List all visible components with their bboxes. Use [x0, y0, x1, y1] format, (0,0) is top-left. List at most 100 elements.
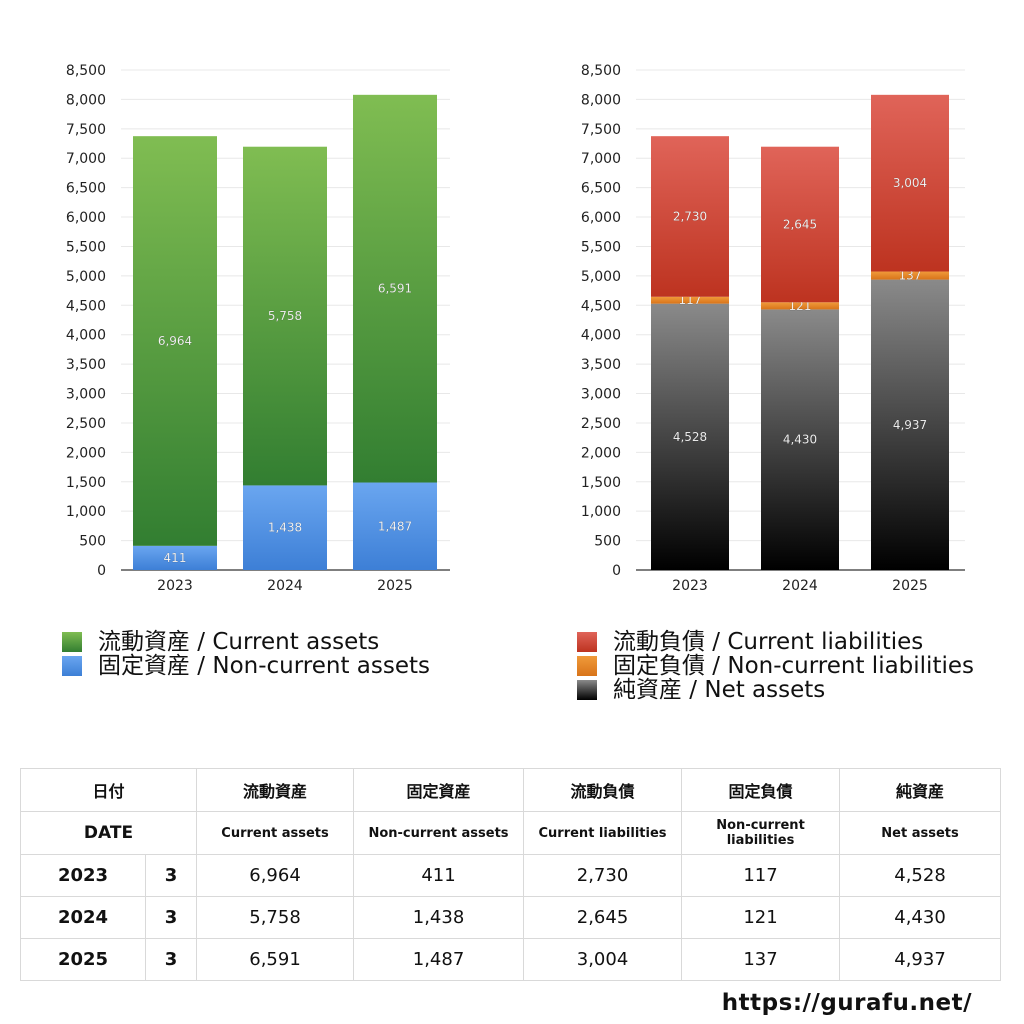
- row-month: 3: [144, 938, 198, 981]
- y-tick-label: 3,500: [66, 357, 106, 373]
- x-tick-label: 2023: [157, 578, 193, 594]
- row-year: 2025: [20, 938, 146, 981]
- data-label: 6,591: [378, 282, 412, 296]
- row-year: 2024: [20, 896, 146, 939]
- data-label: 1,487: [378, 519, 412, 533]
- cell-current-liabilities: 3,004: [523, 938, 683, 981]
- legend-label: 流動負債 / Current liabilities: [613, 629, 924, 655]
- bar-segment: [871, 94, 949, 272]
- header-current-assets-en: Current assets: [196, 811, 355, 855]
- header-noncurrent-liabilities-jp: 固定負債: [681, 768, 841, 812]
- cell-current-assets: 6,591: [196, 938, 355, 981]
- y-tick-label: 3,000: [581, 387, 621, 403]
- y-tick-label: 2,500: [581, 416, 621, 432]
- cell-current-assets: 5,758: [196, 896, 355, 939]
- y-tick-label: 3,500: [581, 357, 621, 373]
- x-tick-label: 2025: [892, 578, 928, 594]
- cell-current-liabilities: 2,645: [523, 896, 683, 939]
- y-tick-label: 5,000: [66, 269, 106, 285]
- cell-noncurrent-assets: 1,438: [353, 896, 525, 939]
- data-label: 1,438: [268, 521, 302, 535]
- legend-label: 固定資産 / Non-current assets: [98, 653, 431, 679]
- cell-noncurrent-assets: 1,487: [353, 938, 525, 981]
- y-tick-label: 5,500: [66, 239, 106, 255]
- table-row: 2023 3 6,964 411 2,730 117 4,528: [20, 854, 1002, 897]
- legend-label: 流動資産 / Current assets: [98, 629, 380, 655]
- bar-segment: [871, 279, 949, 570]
- table-row: 2024 3 5,758 1,438 2,645 121 4,430: [20, 896, 1002, 939]
- site-url[interactable]: https://gurafu.net/: [721, 990, 972, 1016]
- table-header-jp: 日付 流動資産 固定資産 流動負債 固定負債 純資産: [19, 768, 1002, 812]
- y-tick-label: 1,500: [66, 475, 106, 491]
- legend-item: 流動負債 / Current liabilities: [577, 630, 974, 654]
- data-label: 2,645: [783, 218, 817, 232]
- assets-chart: 0 500 1,000 1,500 2,000 2,500 3,000 3,500 4,000 4…: [66, 63, 450, 594]
- data-label: 4,528: [673, 430, 707, 444]
- table-row: 2025 3 6,591 1,487 3,004 137 4,937: [20, 938, 1002, 981]
- header-net-assets-jp: 純資産: [839, 768, 1002, 812]
- legend-item: 純資産 / Net assets: [577, 678, 974, 702]
- bar-segment: [243, 485, 327, 570]
- y-tick-label: 500: [594, 534, 621, 550]
- data-label: 5,758: [268, 309, 302, 323]
- cell-noncurrent-assets: 411: [353, 854, 525, 897]
- cell-noncurrent-liabilities: 121: [681, 896, 841, 939]
- data-label: 4,430: [783, 433, 817, 447]
- bar-segment: [651, 136, 729, 297]
- y-tick-label: 4,500: [66, 298, 106, 314]
- liabilities-chart: 0 500 1,000 1,500 2,000 2,500 3,000 3,500 4,000 4…: [581, 63, 965, 594]
- bar-segment: [871, 271, 949, 280]
- y-tick-label: 8,500: [581, 63, 621, 79]
- header-net-assets-en: Net assets: [839, 811, 1002, 855]
- header-date-en: DATE: [19, 811, 198, 855]
- bar-segment: [353, 94, 437, 483]
- y-tick-label: 7,500: [581, 122, 621, 138]
- bar-segment: [761, 302, 839, 310]
- x-tick-label: 2024: [782, 578, 818, 594]
- y-tick-label: 4,000: [581, 328, 621, 344]
- y-tick-label: 2,500: [66, 416, 106, 432]
- y-tick-label: 5,000: [581, 269, 621, 285]
- cell-net-assets: 4,937: [839, 938, 1002, 981]
- cell-noncurrent-liabilities: 137: [681, 938, 841, 981]
- header-current-liabilities-jp: 流動負債: [523, 768, 683, 812]
- y-tick-label: 2,000: [581, 445, 621, 461]
- bar-segment: [133, 545, 217, 570]
- data-label: 3,004: [893, 176, 927, 190]
- y-tick-label: 6,500: [581, 181, 621, 197]
- data-label: 137: [899, 269, 922, 283]
- y-tick-label: 0: [97, 563, 106, 579]
- liabilities-legend: 流動負債 / Current liabilities 固定負債 / Non-cur…: [577, 630, 974, 702]
- y-tick-label: 1,000: [66, 504, 106, 520]
- data-label: 6,964: [158, 334, 192, 348]
- legend-item: 固定資産 / Non-current assets: [62, 654, 430, 678]
- cell-current-assets: 6,964: [196, 854, 355, 897]
- y-tick-label: 4,500: [581, 298, 621, 314]
- header-noncurrent-liabilities-en: Non-current liabilities: [681, 811, 841, 855]
- y-tick-label: 500: [79, 534, 106, 550]
- cell-current-liabilities: 2,730: [523, 854, 683, 897]
- bar-segment: [651, 303, 729, 570]
- legend-item: 固定負債 / Non-current liabilities: [577, 654, 974, 678]
- y-tick-label: 6,500: [66, 181, 106, 197]
- bar-segment: [651, 296, 729, 304]
- bar-segment: [133, 136, 217, 546]
- x-tick-label: 2025: [377, 578, 413, 594]
- table-header-en: DATE Current assets Non-current assets C…: [19, 811, 1002, 855]
- y-tick-label: 1,500: [581, 475, 621, 491]
- legend-swatch: [577, 680, 597, 700]
- assets-legend: 流動資産 / Current assets 固定資産 / Non-current …: [62, 630, 430, 678]
- y-tick-label: 6,000: [581, 210, 621, 226]
- bar-segment: [761, 309, 839, 570]
- y-tick-label: 1,000: [581, 504, 621, 520]
- y-tick-label: 8,000: [66, 92, 106, 108]
- data-label: 4,937: [893, 418, 927, 432]
- charts-area: 0 500 1,000 1,500 2,000 2,500 3,000 3,500 4,000 4…: [66, 63, 965, 594]
- bar-segment: [353, 482, 437, 570]
- header-noncurrent-assets-jp: 固定資産: [353, 768, 525, 812]
- x-tick-label: 2023: [672, 578, 708, 594]
- x-tick-label: 2024: [267, 578, 303, 594]
- legend-item: 流動資産 / Current assets: [62, 630, 430, 654]
- y-tick-label: 6,000: [66, 210, 106, 226]
- header-noncurrent-assets-en: Non-current assets: [353, 811, 525, 855]
